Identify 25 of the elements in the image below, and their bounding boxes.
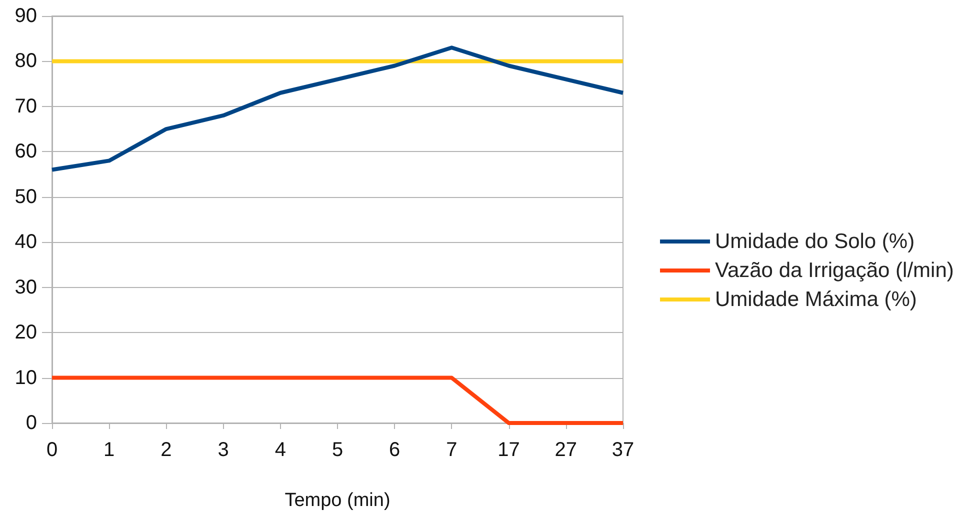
x-tick-label: 1: [104, 439, 115, 461]
y-tick-label: 60: [14, 140, 37, 163]
y-tick-label: 10: [14, 366, 37, 389]
y-tick-label: 40: [14, 231, 37, 254]
y-tick-label: 20: [14, 322, 37, 344]
x-tick-label: 27: [554, 439, 578, 461]
x-axis-title: Tempo (min): [284, 490, 390, 511]
x-tick-label: 4: [274, 439, 286, 461]
x-tick-label: 2: [160, 439, 172, 461]
x-tick-label: 7: [446, 439, 458, 461]
y-tick-label: 80: [14, 50, 37, 72]
y-tick-label: 50: [14, 186, 37, 208]
y-tick-label: 30: [14, 276, 37, 298]
x-tick-label: 6: [389, 439, 400, 461]
legend-label: Vazão da Irrigação (l/min): [715, 259, 954, 282]
x-tick-label: 3: [218, 439, 229, 461]
legend-label: Umidade Máxima (%): [715, 288, 917, 311]
y-tick-label: 70: [14, 95, 37, 118]
legend-label: Umidade do Solo (%): [715, 230, 915, 253]
x-tick-label: 17: [498, 439, 520, 461]
y-tick-label: 90: [14, 5, 37, 27]
y-tick-label: 0: [26, 412, 37, 434]
x-tick-label: 5: [332, 439, 344, 461]
x-tick-label: 0: [46, 439, 58, 461]
x-tick-label: 37: [612, 439, 634, 461]
